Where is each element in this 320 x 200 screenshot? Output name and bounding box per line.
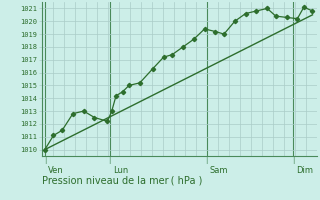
Text: |: | bbox=[205, 157, 208, 164]
Text: |: | bbox=[108, 157, 111, 164]
Text: |: | bbox=[292, 157, 294, 164]
Text: Ven: Ven bbox=[48, 166, 64, 175]
Text: |: | bbox=[44, 157, 46, 164]
Text: Lun: Lun bbox=[113, 166, 128, 175]
Text: Sam: Sam bbox=[210, 166, 228, 175]
Text: Dim: Dim bbox=[296, 166, 313, 175]
X-axis label: Pression niveau de la mer ( hPa ): Pression niveau de la mer ( hPa ) bbox=[42, 175, 202, 185]
